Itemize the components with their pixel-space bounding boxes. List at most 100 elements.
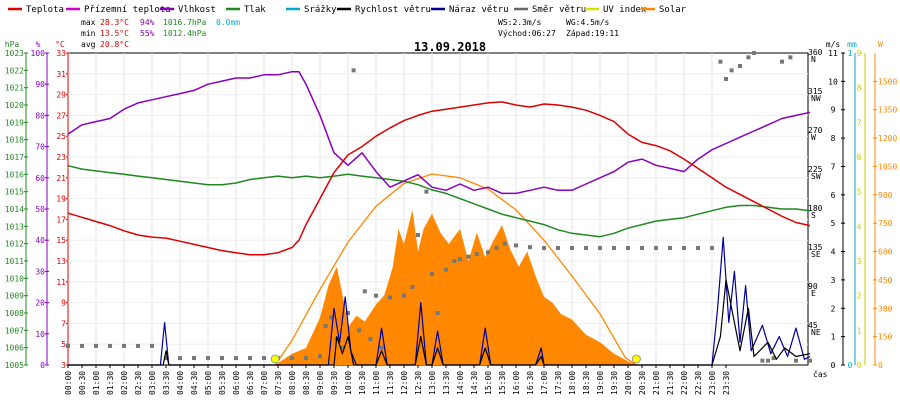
wind-direction-point-53	[626, 246, 630, 250]
x-tick-6: 03:00	[148, 371, 157, 395]
uv-axis-tick-1: 1	[857, 326, 862, 335]
wind-direction-point-54	[640, 246, 644, 250]
wind-axis-tick-5: 5	[831, 219, 836, 228]
wind-direction-point-46	[528, 245, 532, 250]
x-tick-22: 11:00	[372, 371, 381, 395]
wind-axis-tick-8: 8	[831, 134, 836, 143]
x-tick-23: 11:30	[386, 371, 395, 395]
wind-direction-point-23	[346, 311, 350, 315]
solar-axis-tick-3: 450	[878, 276, 893, 285]
uv-axis-tick-3: 3	[857, 257, 862, 266]
legend-label-3: Tlak	[244, 5, 266, 15]
uv-marker-1	[632, 354, 641, 364]
wind-direction-point-6	[150, 343, 154, 348]
x-tick-19: 09:30	[330, 371, 339, 395]
humidity-axis-tick-10: 100	[31, 49, 46, 58]
wind-direction-point-25	[357, 328, 362, 333]
wind-direction-point-11	[220, 356, 224, 361]
stats-panel: max 28.3°C 94% 1016.7hPa 0.0mm min 13.5°…	[81, 18, 619, 49]
x-tick-15: 07:30	[274, 371, 283, 395]
wind-axis-unit: m/s	[826, 40, 841, 49]
x-tick-4: 02:00	[120, 371, 129, 395]
legend-label-1: Přízemní teplota	[84, 5, 171, 15]
direction-label-2: SE	[811, 250, 821, 259]
wind-direction-point-43	[494, 246, 499, 250]
wind-direction-point-50	[584, 246, 588, 250]
humidity-axis-tick-7: 70	[35, 143, 45, 152]
solar-axis-tick-5: 750	[878, 219, 893, 228]
direction-tick-6: 315	[808, 87, 823, 96]
direction-tick-7: 360	[808, 48, 823, 57]
legend-label-0: Teplota	[26, 5, 64, 15]
temperature-axis-tick-15: 33	[56, 49, 66, 58]
direction-label-4: SW	[811, 172, 821, 181]
wind-direction-point-12	[234, 356, 238, 361]
uv-axis-tick-4: 4	[857, 222, 862, 231]
legend: Teplota Přízemní teplota Vlhkost Tlak Srážky…	[8, 5, 687, 15]
x-tick-37: 18:30	[582, 371, 591, 395]
wind-direction-point-5	[136, 343, 140, 348]
wind-axis-tick-4: 4	[831, 248, 836, 257]
humidity-axis-tick-0: 0	[40, 361, 45, 370]
stat-sunrise: Východ:06:27	[498, 29, 556, 38]
chart-title: 13.09.2018	[414, 40, 486, 54]
pressure-axis-tick-14: 1019	[5, 118, 24, 127]
pressure-axis-tick-10: 1015	[5, 188, 24, 197]
wind-direction-point-44	[502, 241, 507, 246]
direction-tick-4: 225	[808, 165, 823, 174]
x-tick-47: 23:30	[722, 371, 731, 395]
x-tick-2: 01:00	[92, 371, 101, 395]
wind-direction-point-20	[329, 315, 334, 320]
x-tick-0: 00:00	[64, 371, 73, 395]
uv-axis-tick-2: 2	[857, 292, 862, 301]
wind-direction-point-37	[444, 267, 448, 272]
wind-axis-tick-1: 1	[831, 333, 836, 342]
wind-direction-point-32	[410, 285, 415, 289]
stat-avg-label: avg	[81, 40, 96, 49]
uv-axis-tick-8: 8	[857, 84, 862, 93]
x-tick-26: 13:00	[428, 371, 437, 395]
x-tick-14: 07:00	[260, 371, 269, 395]
wind-axis-tick-6: 6	[831, 191, 836, 200]
stat-min-label: min	[81, 29, 96, 38]
wind-direction-point-0	[66, 343, 70, 348]
legend-label-5: Rychlost větru	[355, 5, 431, 15]
stat-max-label: max	[81, 18, 96, 27]
x-tick-39: 19:30	[610, 371, 619, 395]
x-tick-20: 10:00	[344, 371, 353, 395]
wind-direction-point-24	[351, 68, 356, 73]
wind-gust-line	[68, 236, 811, 366]
wind-direction-point-3	[108, 343, 112, 348]
legend-label-2: Vlhkost	[178, 5, 216, 15]
wind-axis-tick-9: 9	[831, 106, 836, 115]
humidity-axis-unit: %	[36, 40, 41, 49]
legend-label-4: Srážky	[304, 5, 337, 15]
direction-label-6: NW	[811, 94, 821, 103]
x-tick-17: 08:30	[302, 371, 311, 395]
pressure-axis-tick-2: 1007	[5, 326, 24, 335]
x-tick-18: 09:00	[316, 371, 325, 395]
temperature-axis-tick-14: 31	[56, 70, 66, 79]
wind-direction-point-16	[290, 356, 294, 361]
wind-direction-point-64	[746, 55, 751, 60]
wind-direction-point-35	[430, 272, 434, 276]
wind-direction-point-71	[794, 358, 798, 363]
humidity-axis-tick-6: 60	[35, 174, 45, 183]
rain-axis-unit: mm	[847, 40, 857, 49]
wind-direction-point-27	[368, 337, 373, 341]
solar-axis-tick-7: 1050	[878, 162, 897, 171]
pressure-line	[67, 164, 811, 238]
pressure-axis-tick-18: 1023	[5, 49, 24, 58]
wind-direction-point-2	[94, 343, 98, 348]
x-tick-25: 12:30	[414, 371, 423, 395]
solar-axis-unit: W	[878, 40, 883, 49]
x-tick-24: 12:00	[400, 371, 409, 395]
temperature-axis-tick-13: 29	[56, 91, 66, 100]
pressure-axis-tick-6: 1011	[5, 257, 24, 266]
x-tick-13: 06:30	[246, 371, 255, 395]
pressure-axis-tick-17: 1022	[5, 66, 24, 75]
x-tick-32: 16:00	[512, 371, 521, 395]
solar-axis-tick-2: 300	[878, 304, 893, 313]
wind-direction-point-40	[466, 254, 471, 259]
